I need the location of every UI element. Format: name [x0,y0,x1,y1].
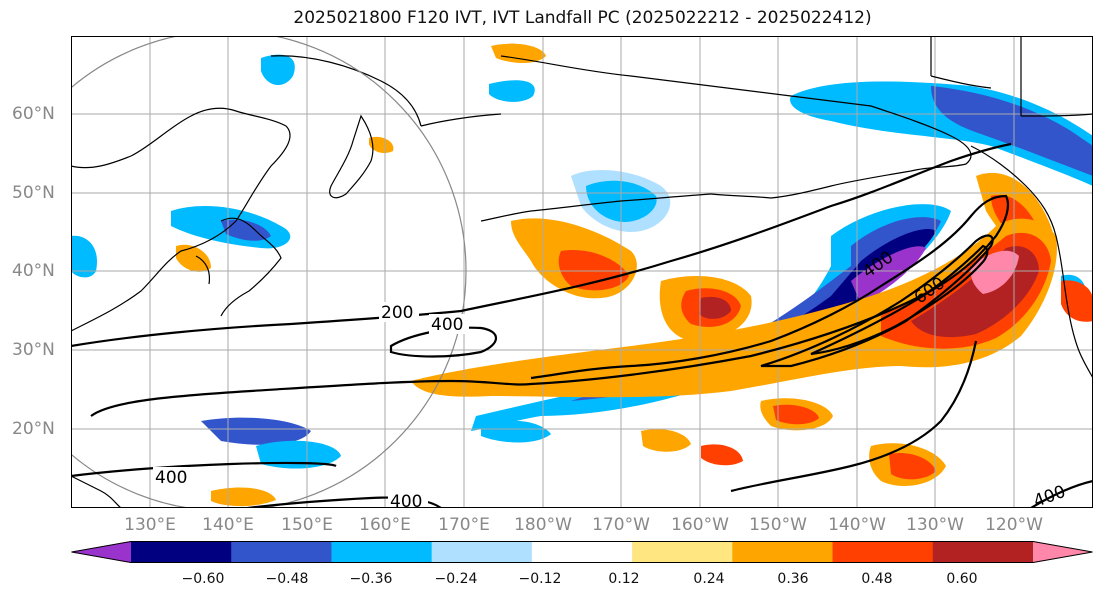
lon-label-140w: 140°W [828,515,886,535]
contour-labels: 200 400 400 400 400 600 400 [153,247,1068,508]
lon-label-120w: 120°W [985,515,1043,535]
lat-label-40n: 40°N [12,261,55,281]
colorbar-extend-low [71,541,131,563]
negative-region-bering [261,54,295,86]
coastline-north-america [970,145,1093,379]
positive-region-subtropic-west [211,487,276,507]
ivt-contour-400-east [730,340,978,493]
colorbar-tick-label: −0.60 [181,571,225,587]
colorbar-tick-label: 0.36 [777,571,809,587]
negative-region-alaska-core [931,86,1093,176]
lon-label-160e: 160°E [359,515,411,535]
lon-label-150w: 150°W [749,515,807,535]
colorbar-segment [832,541,934,563]
ivt-contours [71,142,1093,508]
map-frame [71,36,1093,508]
lon-label-170w: 170°W [592,515,650,535]
map-title: 2025021800 F120 IVT, IVT Landfall PC (20… [293,8,872,28]
negative-region-subtropics-2 [256,440,341,469]
colorbar [71,541,1093,563]
colorbar-segment [632,541,733,563]
ivt-contour-200 [71,142,1012,348]
colorbar-segment [231,541,332,563]
colorbar-segment [932,541,1034,563]
coastline-canada-interior [930,36,1093,117]
positive-region-center-dark [699,296,731,319]
pc-shading [71,43,1093,507]
radius-circle [71,36,467,508]
positive-region-kamchatka [369,136,394,154]
colorbar-segment [531,541,633,563]
coastlines [71,36,1093,508]
map-gridlines [71,36,1093,508]
colorbar-segment [431,541,533,563]
positive-region-alaska-north [491,43,546,63]
contour-label-200: 200 [381,303,413,323]
colorbar-outline [71,541,1093,563]
colorbar-tick-label: 0.48 [861,571,893,587]
lon-label-150e: 150°E [281,515,333,535]
coastline-alaska [500,55,972,199]
negative-region-japan-core [221,219,271,241]
positive-region-south-2-core [889,452,936,480]
coastline-kamchatka [329,114,374,199]
positive-region-japan [176,244,211,272]
coastline-japan [195,217,282,317]
negative-region-ar-strongest [851,246,926,304]
colorbar-tick-label: −0.36 [349,571,393,587]
contour-label-400-sw: 400 [155,468,187,488]
lon-label-130e: 130°E [124,515,176,535]
lon-label-130w: 130°W [906,515,964,535]
colorbar-tick-label: 0.60 [946,571,978,587]
ivt-map: 200 400 400 400 400 600 400 [71,36,1093,508]
lon-label-160w: 160°W [671,515,729,535]
lon-label-180w: 180°W [514,515,572,535]
coastline-philippines [71,475,122,508]
positive-region-south-1-core [773,404,819,425]
coastline-siberia [270,55,502,127]
colorbar-segment [131,541,232,563]
ivt-contour-400-se [1030,479,1093,508]
ivt-contour-400-outer [90,194,1010,417]
coastline-aleutians [480,193,712,222]
positive-region-south-4 [701,444,743,466]
colorbar-tick-label: 0.24 [693,571,725,587]
colorbar-tick-label: −0.24 [434,571,478,587]
lat-label-30n: 30°N [12,340,55,360]
colorbar-tick-label: −0.48 [265,571,309,587]
positive-region-mid-pac-core [558,250,629,291]
coastline-asia [71,107,291,332]
negative-region-west-edge [71,235,97,278]
colorbar-segment [331,541,433,563]
colorbar-extend-high [1033,541,1093,563]
colorbar-tick-label: −0.12 [518,571,562,587]
lat-label-60n: 60°N [12,104,55,124]
colorbar-segment [732,541,834,563]
lat-label-20n: 20°N [12,419,55,439]
lon-label-140e: 140°E [202,515,254,535]
lat-label-50n: 50°N [12,183,55,203]
contour-label-400-s: 400 [390,492,422,508]
contour-label-400-center: 400 [431,315,463,335]
ivt-contour-600 [810,244,989,356]
positive-region-ar-band [411,218,1057,398]
negative-region-okhotsk [489,80,535,102]
positive-region-south-3 [641,429,691,452]
negative-region-ar-core [471,204,951,431]
lon-label-170e: 170°E [438,515,490,535]
negative-region-hawaii [481,420,551,443]
colorbar-tick-label: 0.12 [608,571,640,587]
